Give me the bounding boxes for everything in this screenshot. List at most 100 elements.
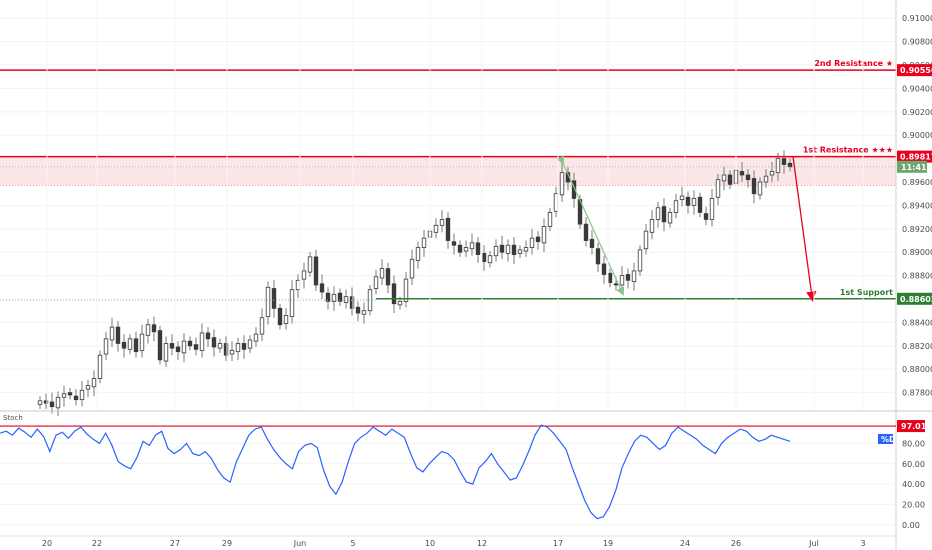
candle-body (175, 346, 181, 353)
candle-body (439, 219, 445, 226)
candle-body (211, 337, 217, 348)
candle-body (367, 289, 373, 312)
candle-body (79, 389, 85, 401)
candle-body (535, 236, 541, 243)
candle-body (307, 256, 313, 273)
candle-body (61, 393, 67, 398)
candle-body (199, 332, 205, 351)
time-tick-label: 19 (603, 539, 613, 548)
candle-body (205, 332, 211, 340)
candle-body (781, 158, 787, 165)
candle-body (661, 206, 667, 223)
price-tick-label: 0.90800 (902, 38, 932, 47)
candle-body (649, 219, 655, 233)
time-tick-label: 22 (92, 539, 102, 548)
candle-body (361, 310, 367, 315)
candle-body (493, 245, 499, 257)
candle-body (313, 256, 319, 286)
candle-body (469, 242, 475, 250)
candle-body (151, 324, 157, 333)
candle-body (703, 213, 709, 220)
candle-body (463, 247, 469, 252)
price-tick-label: 0.89400 (902, 201, 932, 210)
bearish-projection-arrow (792, 156, 817, 302)
candle-body (547, 212, 553, 227)
time-axis[interactable]: 20 22 27 29 Jun 5 10 12 17 19 24 26 Jul 3 (42, 539, 866, 548)
stoch-grid (0, 425, 896, 526)
candle-body (445, 217, 451, 241)
candle-body (67, 392, 73, 396)
candle-body (775, 158, 781, 174)
price-tick-label: 0.89600 (902, 178, 932, 187)
time-tick-label: 29 (222, 539, 232, 548)
price-tick-label: 0.90200 (902, 108, 932, 117)
candle-body (481, 252, 487, 262)
candle-body (103, 338, 109, 355)
price-tick-label: 0.88000 (902, 365, 932, 374)
candle-body (559, 172, 565, 196)
level-price-badge-text: 0.89817 (900, 153, 932, 162)
price-tick-label: 0.90000 (902, 131, 932, 140)
candle-body (727, 174, 733, 185)
stoch-panel-label: Stoch (3, 414, 23, 422)
candle-body (553, 193, 559, 212)
price-tick-label: 0.90400 (902, 84, 932, 93)
candle-body (109, 326, 115, 341)
candle-body (247, 339, 253, 349)
time-tick-label: 5 (350, 539, 355, 548)
stoch-level-badge-text: 97.01 (901, 422, 927, 431)
candle-body (613, 283, 619, 286)
candle-body (415, 247, 421, 261)
candle-body (457, 244, 463, 253)
time-tick-label: 12 (477, 539, 487, 548)
candle-body (691, 197, 697, 206)
candle-body (163, 343, 169, 362)
candle-body (745, 174, 751, 181)
candle-body (643, 230, 649, 250)
candle-body (289, 289, 295, 317)
stoch-tick-label: 40.00 (902, 480, 925, 489)
candle-body (295, 279, 301, 291)
candle-body (697, 196, 703, 213)
stoch-level-badge (897, 420, 925, 433)
time-tick-label: 17 (553, 539, 563, 548)
candle-body (253, 333, 259, 342)
candle-body (355, 306, 361, 314)
candle-body (409, 258, 415, 279)
candle-body (331, 293, 337, 302)
level-label: 1st Resistance ★★★ (803, 146, 893, 155)
candle-body (433, 224, 439, 233)
candle-body (583, 223, 589, 241)
price-axis[interactable]: 0.910000.908000.906000.904000.902000.900… (897, 14, 932, 398)
candle-body (229, 350, 235, 355)
stoch-tick-label: 0.00 (902, 521, 920, 530)
candle-body (607, 272, 613, 284)
candle-body (679, 195, 685, 200)
candle-body (217, 343, 223, 349)
time-tick-label: 26 (731, 539, 741, 548)
candle-body (763, 175, 769, 183)
candle-body (325, 292, 331, 302)
level-price-badge (897, 150, 932, 163)
candle-body (667, 212, 673, 224)
price-tick-label: 0.89000 (902, 248, 932, 257)
stoch-axis[interactable]: 0.00 20.00 40.00 60.00 80.00 97.01 %D (878, 420, 927, 530)
candle-body (787, 162, 793, 168)
price-tick-label: 0.88200 (902, 342, 932, 351)
candle-body (133, 338, 139, 353)
candle-body (223, 343, 229, 356)
candle-body (259, 317, 265, 335)
resistance-zone (0, 156, 896, 187)
candle-body (511, 244, 517, 255)
candle-body (55, 396, 61, 409)
candle-body (631, 270, 637, 282)
time-tick-label: 20 (42, 539, 52, 548)
candle-body (139, 333, 145, 351)
candle-body (121, 341, 127, 349)
time-tick-label: Jun (293, 539, 307, 548)
candle-body (187, 340, 193, 347)
candle-body (595, 248, 601, 265)
candle-body (673, 200, 679, 213)
time-tick-label: 3 (860, 539, 865, 548)
